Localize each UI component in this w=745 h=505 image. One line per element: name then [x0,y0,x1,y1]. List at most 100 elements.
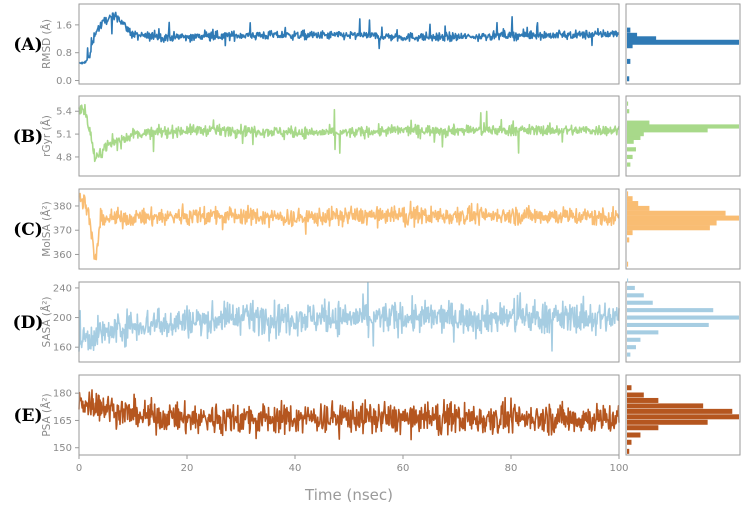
y-tick-label: 5.4 [56,107,72,118]
histogram-bar [627,439,632,445]
series-line [78,192,620,261]
histogram-bar [627,58,631,64]
y-tick-label: 160 [53,343,72,354]
series-line [78,11,620,65]
histogram-bar [627,139,634,144]
histogram-bar [627,414,739,420]
histogram-bar [627,76,630,82]
x-tick-label: 100 [609,463,628,474]
y-tick-label: 165 [53,416,72,427]
histogram-frame [625,3,741,85]
x-tick-label: 60 [397,463,410,474]
histogram-frame [625,188,741,270]
y-tick-label: 380 [53,201,72,212]
histogram-bar [627,162,631,167]
panel-label: (A) [13,35,42,55]
y-tick-label: 240 [53,283,72,294]
x-tick-label: 20 [181,463,194,474]
histogram-bar [627,124,739,129]
histogram-bar [627,39,739,45]
panel-label: (C) [13,220,43,240]
histogram-bar [627,408,733,414]
histogram-frame [625,281,741,363]
histogram-bar [627,109,630,114]
histogram-bar [627,293,644,298]
histogram-bar [627,315,739,320]
histogram-bar [627,36,657,42]
histogram-bar [627,432,641,438]
histogram-bar [627,128,708,133]
y-tick-label: 360 [53,250,72,261]
plot-frame [78,281,620,363]
panel-e: (E)PSA (Å²)150 165 180 [13,374,741,456]
histogram-bar [627,205,650,211]
x-tick-label: 40 [289,463,302,474]
histogram-bar [627,135,641,140]
y-tick-label: 150 [53,443,72,454]
histogram-bar [627,27,631,33]
histogram-bar [627,147,636,152]
y-tick-label: 370 [53,226,72,237]
histogram-bar [627,308,714,313]
histogram-bar [627,322,709,327]
plot-frame [78,374,620,456]
histogram-bar [627,337,641,342]
panel-d: (D)SASA (Å²)160 200 240 [13,278,741,363]
histogram-bar [627,191,629,197]
histogram-bar [627,220,717,226]
histogram-bar [627,285,635,290]
panel-label: (E) [13,406,42,426]
histogram-bar [627,300,653,305]
y-tick-label: 200 [53,313,72,324]
histogram-bar [627,419,708,425]
histogram-bar [627,154,633,160]
y-tick-label: 1.6 [56,20,72,31]
histogram-bar [627,352,631,357]
histogram-bar [627,101,629,106]
histogram-bar [627,403,704,409]
histogram-bar [627,237,630,243]
plot-frame [78,3,620,85]
x-tick-label: 80 [505,463,518,474]
plot-frame [78,95,620,177]
y-tick-label: 0.8 [56,48,72,59]
y-axis-label: PSA (Å²) [40,393,53,436]
y-tick-label: 180 [53,389,72,400]
panel-b: (B)rGyr (Å)4.8 5.1 5.4 [13,95,741,177]
x-axis-label: Time (nsec) [304,486,393,504]
y-tick-label: 4.8 [56,152,72,163]
histogram-bar [627,278,629,283]
histogram-bar [627,397,659,403]
y-tick-label: 5.1 [56,130,72,141]
x-tick-label: 0 [76,463,82,474]
histogram-bar [627,425,659,431]
histogram-bar [627,215,739,221]
histogram-bar [627,120,650,125]
histogram-bar [627,230,633,236]
histogram-frame [625,374,741,456]
histogram-bar [627,210,726,216]
histogram-bar [627,201,639,207]
y-axis-label: MolSA (Å²) [40,201,53,256]
histogram-frame [625,95,741,177]
histogram-bar [627,132,644,137]
panel-a: (A)RMSD (Å)0.0 0.8 1.6 [13,3,741,87]
panel-label: (B) [13,127,43,147]
y-axis-label: SASA (Å²) [40,296,53,347]
plot-frame [78,188,620,270]
histogram-bar [627,261,629,267]
histogram-bar [627,225,710,231]
histogram-bar [627,32,638,38]
panel-label: (D) [13,313,44,333]
histogram-bar [627,345,636,350]
histogram-bar [627,330,659,335]
histogram-bar [627,43,633,49]
panel-c: (C)MolSA (Å²) 360 370 380 [13,188,741,270]
series-line [78,389,620,441]
series-line [78,281,620,352]
histogram-bar [627,385,632,391]
histogram-bar [627,448,630,454]
y-axis-label: rGyr (Å) [40,115,53,157]
